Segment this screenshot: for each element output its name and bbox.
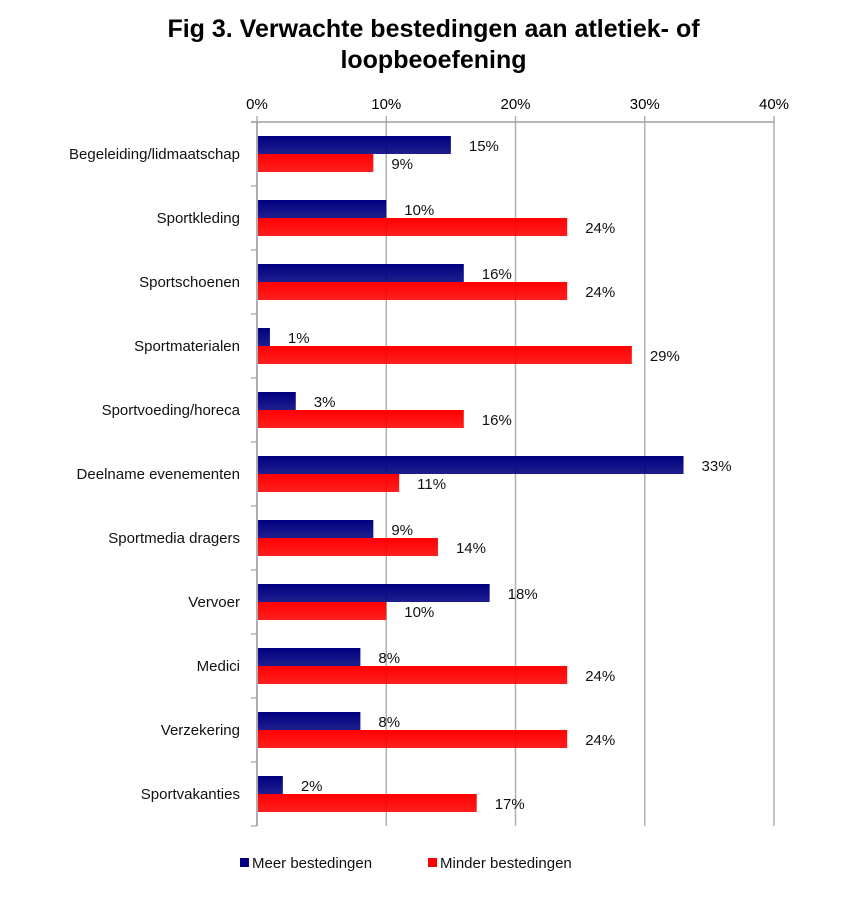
chart-title-line-2: loopbeoefening	[340, 46, 527, 74]
data-label: 10%	[404, 202, 434, 219]
bar-meer	[258, 520, 374, 538]
bar-minder	[258, 474, 400, 492]
bar-meer	[258, 584, 490, 602]
data-label: 2%	[301, 778, 323, 795]
bar-meer	[258, 776, 283, 794]
data-label: 9%	[391, 522, 413, 539]
x-tick-label: 10%	[371, 96, 401, 113]
category-label: Vervoer	[188, 594, 240, 611]
x-tick-label: 30%	[630, 96, 660, 113]
data-label: 1%	[288, 330, 310, 347]
bar-minder	[258, 730, 568, 748]
data-label: 16%	[482, 266, 512, 283]
x-tick-label: 0%	[246, 96, 268, 113]
data-label: 24%	[585, 732, 615, 749]
data-label: 3%	[314, 394, 336, 411]
bar-meer	[258, 648, 361, 666]
data-label: 15%	[469, 138, 499, 155]
data-label: 33%	[702, 458, 732, 475]
bar-meer	[258, 328, 270, 346]
data-label: 11%	[417, 476, 446, 493]
category-label: Verzekering	[161, 722, 240, 739]
bar-meer	[258, 200, 387, 218]
bar-minder	[258, 602, 387, 620]
bar-minder	[258, 154, 374, 172]
bar-minder	[258, 410, 464, 428]
category-label: Sportmaterialen	[134, 338, 240, 355]
category-label: Sportschoenen	[139, 274, 240, 291]
data-label: 18%	[508, 586, 538, 603]
data-label: 14%	[456, 540, 486, 557]
legend-label: Minder bestedingen	[440, 855, 572, 872]
data-label: 10%	[404, 604, 434, 621]
legend-swatch-meer	[240, 858, 249, 867]
bar-minder	[258, 346, 632, 364]
bar-minder	[258, 218, 568, 236]
chart-title: Fig 3. Verwachte bestedingen aan atletie…	[0, 14, 867, 76]
bar-meer	[258, 456, 684, 474]
bar-minder	[258, 538, 438, 556]
data-label: 8%	[378, 714, 400, 731]
data-label: 8%	[378, 650, 400, 667]
category-label: Sportvoeding/horeca	[102, 402, 241, 419]
data-label: 24%	[585, 220, 615, 237]
category-label: Sportmedia dragers	[108, 530, 240, 547]
x-tick-label: 20%	[500, 96, 530, 113]
category-label: Medici	[197, 658, 240, 675]
category-label: Sportvakanties	[141, 786, 240, 803]
chart-title-line-1: Fig 3. Verwachte bestedingen aan atletie…	[167, 15, 700, 43]
category-label: Begeleiding/lidmaatschap	[69, 146, 240, 163]
legend-label: Meer bestedingen	[252, 855, 372, 872]
data-label: 29%	[650, 348, 680, 365]
category-label: Deelname evenementen	[77, 466, 240, 483]
bar-meer	[258, 392, 296, 410]
bar-meer	[258, 712, 361, 730]
bar-minder	[258, 794, 477, 812]
bar-meer	[258, 264, 464, 282]
x-tick-label: 40%	[759, 96, 789, 113]
data-label: 24%	[585, 668, 615, 685]
bar-meer	[258, 136, 451, 154]
category-label: Sportkleding	[157, 210, 240, 227]
bar-minder	[258, 282, 568, 300]
data-label: 16%	[482, 412, 512, 429]
legend-swatch-minder	[428, 858, 437, 867]
data-label: 24%	[585, 284, 615, 301]
bar-minder	[258, 666, 568, 684]
data-label: 9%	[391, 156, 413, 173]
data-label: 17%	[495, 796, 525, 813]
